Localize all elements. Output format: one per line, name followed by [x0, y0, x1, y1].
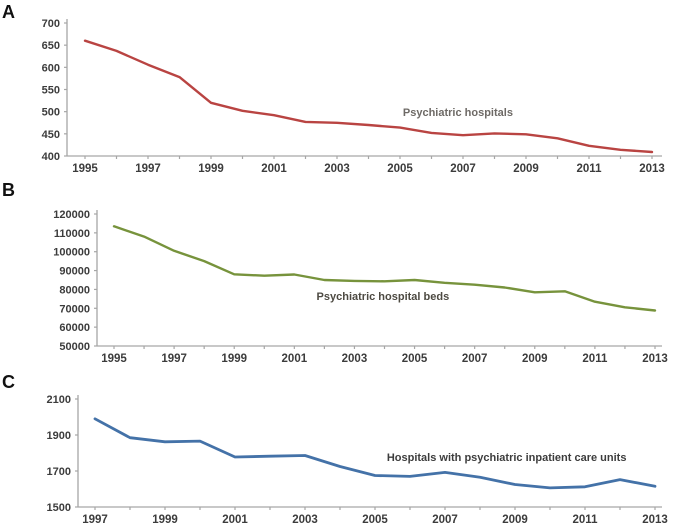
y-tick-label: 450	[42, 129, 60, 141]
data-line-series	[93, 417, 657, 490]
panel-a-letter: A	[2, 2, 16, 22]
y-tick-label: 120000	[53, 209, 90, 221]
x-tick-label: 2007	[450, 163, 476, 175]
chart-inpatient-care-units: 1500 1700 1900 2100 1997 1999 2001 2003 2005 2007…	[47, 394, 668, 526]
y-tick-label: 110000	[54, 228, 90, 240]
y-tick-label: 90000	[59, 266, 90, 278]
x-tick-label: 2007	[462, 353, 488, 365]
panel-c: C 1500 1700 1900 2100 1997 1999 2001 2003 2005 20…	[0, 366, 675, 526]
y-tick-label: 2100	[47, 394, 71, 406]
y-tick-label: 70000	[59, 303, 90, 315]
x-tick-label: 2011	[573, 514, 599, 526]
x-tick-label: 2011	[582, 353, 608, 365]
y-tick-label: 650	[42, 40, 60, 52]
x-tick-label: 2005	[387, 163, 413, 175]
x-tick-label: 2003	[292, 514, 318, 526]
panel-c-letter: C	[2, 372, 16, 392]
x-tick-label: 2001	[282, 353, 308, 365]
y-tick-label: 50000	[59, 341, 90, 353]
panel-b: B 50000 60000 70000 80000 90000 100000 110000 1…	[0, 179, 675, 366]
y-tick-label: 400	[42, 151, 60, 163]
x-tick-label: 2013	[639, 163, 665, 175]
y-tick-label: 1500	[47, 502, 71, 514]
x-tick-label: 2005	[362, 514, 388, 526]
series-label: Hospitals with psychiatric inpatient car…	[387, 452, 627, 464]
chart-psychiatric-hospitals: 400 450 500 550 600 650 700 1995 1997 1999 2001 200…	[42, 18, 665, 175]
y-tick-label: 550	[42, 85, 60, 97]
series-label: Psychiatric hospitals	[403, 107, 513, 119]
x-tick-label: 1997	[135, 163, 161, 175]
x-tick-label: 2009	[513, 163, 539, 175]
x-tick-label: 1999	[221, 353, 247, 365]
x-tick-label: 2013	[642, 514, 668, 526]
series-label: Psychiatric hospital beds	[317, 291, 450, 303]
x-tick-label: 2001	[222, 514, 248, 526]
y-tick-label: 700	[42, 18, 60, 30]
x-tick-label: 2003	[324, 163, 350, 175]
y-tick-label: 100000	[53, 247, 90, 259]
x-tick-label: 1997	[161, 353, 187, 365]
x-tick-label: 1997	[82, 514, 108, 526]
x-tick-label: 2009	[522, 353, 548, 365]
panel-a: A 400 450 500 550 600 650 700 1995 1997 1999 2001 2…	[0, 0, 675, 179]
y-tick-label: 600	[42, 62, 60, 74]
x-tick-label: 2009	[502, 514, 528, 526]
y-tick-label: 1900	[47, 430, 71, 442]
x-tick-label: 2011	[577, 163, 603, 175]
x-tick-label: 2005	[402, 353, 428, 365]
data-line-series	[83, 39, 654, 154]
x-tick-label: 2003	[342, 353, 368, 365]
x-tick-label: 2001	[261, 163, 287, 175]
x-tick-label: 1995	[72, 163, 98, 175]
y-tick-label: 500	[42, 107, 60, 119]
x-tick-label: 1999	[152, 514, 178, 526]
y-tick-label: 60000	[59, 322, 90, 334]
chart-psychiatric-hospital-beds: 50000 60000 70000 80000 90000 100000 110000 120…	[53, 209, 668, 365]
x-tick-label: 1995	[101, 353, 127, 365]
data-line-series	[112, 225, 657, 312]
x-tick-label: 2013	[642, 353, 668, 365]
y-tick-label: 80000	[59, 284, 90, 296]
panel-b-letter: B	[2, 180, 16, 200]
x-tick-label: 2007	[432, 514, 458, 526]
x-tick-label: 1999	[198, 163, 224, 175]
y-tick-label: 1700	[47, 466, 71, 478]
